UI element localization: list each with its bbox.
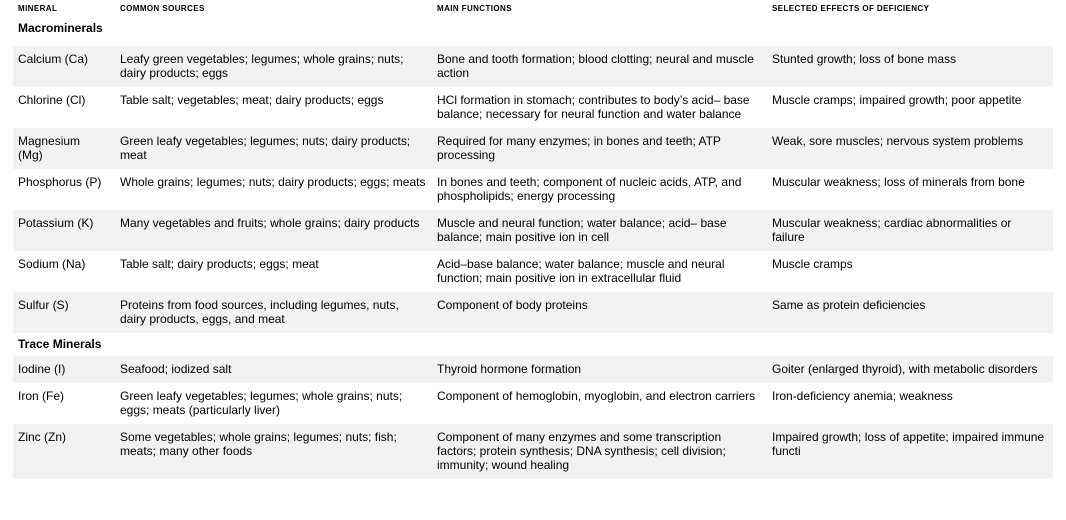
cell-deficiency: Weak, sore muscles; nervous system probl… <box>772 134 1024 148</box>
cell-sources: Seafood; iodized salt <box>120 362 232 376</box>
cell-sources: Proteins from food sources, including le… <box>120 298 399 326</box>
cell-mineral: Phosphorus (P) <box>18 175 102 189</box>
cell-mineral: Chlorine (Cl) <box>18 93 86 107</box>
cell-deficiency: Muscle cramps <box>772 257 853 271</box>
cell-deficiency: Muscle cramps; impaired growth; poor app… <box>772 93 1022 107</box>
cell-sources: Whole grains; legumes; nuts; dairy produ… <box>120 175 426 189</box>
cell-functions: Acid–base balance; water balance; muscle… <box>437 257 725 285</box>
cell-mineral: Calcium (Ca) <box>18 52 89 66</box>
cell-functions: Muscle and neural function; water balanc… <box>437 216 727 244</box>
cell-mineral: Iron (Fe) <box>18 389 65 403</box>
cell-deficiency: Muscular weakness; cardiac abnormalities… <box>772 216 1012 244</box>
table-row-sulfur: Sulfur (S) Proteins from food sources, i… <box>13 292 1053 333</box>
cell-functions: Component of hemoglobin, myoglobin, and … <box>437 389 756 403</box>
section-header-trace-minerals: Trace Minerals <box>18 337 102 351</box>
column-header-main-functions: MAIN FUNCTIONS <box>437 4 512 13</box>
table-row-calcium: Calcium (Ca) Leafy green vegetables; leg… <box>13 46 1053 87</box>
table-row-iodine: Iodine (I) Seafood; iodized salt Thyroid… <box>13 356 1053 383</box>
table-row-potassium: Potassium (K) Many vegetables and fruits… <box>13 210 1053 251</box>
cell-sources: Green leafy vegetables; legumes; whole g… <box>120 389 403 417</box>
section-header-macrominerals: Macrominerals <box>18 21 103 35</box>
column-header-common-sources: COMMON SOURCES <box>120 4 205 13</box>
table-row-chlorine: Chlorine (Cl) Table salt; vegetables; me… <box>13 87 1053 128</box>
table-row-magnesium: Magnesium (Mg) Green leafy vegetables; l… <box>13 128 1053 169</box>
column-header-mineral: MINERAL <box>18 4 58 13</box>
cell-deficiency: Muscular weakness; loss of minerals from… <box>772 175 1025 189</box>
cell-mineral: Zinc (Zn) <box>18 430 66 444</box>
minerals-table: MINERAL COMMON SOURCES MAIN FUNCTIONS SE… <box>13 0 1053 479</box>
table-row-sodium: Sodium (Na) Table salt; dairy products; … <box>13 251 1053 292</box>
cell-deficiency: Iron-deficiency anemia; weakness <box>772 389 953 403</box>
cell-mineral: Magnesium (Mg) <box>18 134 81 162</box>
table-row-zinc: Zinc (Zn) Some vegetables; whole grains;… <box>13 424 1053 479</box>
column-header-deficiency: SELECTED EFFECTS OF DEFICIENCY <box>772 4 930 13</box>
column-header-row: MINERAL COMMON SOURCES MAIN FUNCTIONS SE… <box>13 0 1053 18</box>
table-row-phosphorus: Phosphorus (P) Whole grains; legumes; nu… <box>13 169 1053 210</box>
cell-sources: Some vegetables; whole grains; legumes; … <box>120 430 397 458</box>
cell-deficiency: Goiter (enlarged thyroid), with metaboli… <box>772 362 1038 376</box>
cell-mineral: Sulfur (S) <box>18 298 69 312</box>
cell-mineral: Sodium (Na) <box>18 257 86 271</box>
cell-sources: Green leafy vegetables; legumes; nuts; d… <box>120 134 411 162</box>
cell-sources: Many vegetables and fruits; whole grains… <box>120 216 420 230</box>
cell-deficiency: Same as protein deficiencies <box>772 298 926 312</box>
cell-mineral: Potassium (K) <box>18 216 94 230</box>
cell-sources: Leafy green vegetables; legumes; whole g… <box>120 52 404 80</box>
cell-functions: Required for many enzymes; in bones and … <box>437 134 721 162</box>
cell-sources: Table salt; dairy products; eggs; meat <box>120 257 319 271</box>
cell-deficiency: Stunted growth; loss of bone mass <box>772 52 957 66</box>
cell-functions: Component of body proteins <box>437 298 588 312</box>
table-row-iron: Iron (Fe) Green leafy vegetables; legume… <box>13 383 1053 424</box>
cell-sources: Table salt; vegetables; meat; dairy prod… <box>120 93 384 107</box>
cell-functions: Thyroid hormone formation <box>437 362 582 376</box>
cell-functions: HCl formation in stomach; contributes to… <box>437 93 750 121</box>
cell-deficiency: Impaired growth; loss of appetite; impai… <box>772 430 1045 458</box>
cell-mineral: Iodine (I) <box>18 362 66 376</box>
cell-functions: Bone and tooth formation; blood clotting… <box>437 52 754 80</box>
cell-functions: In bones and teeth; component of nucleic… <box>437 175 742 203</box>
cell-functions: Component of many enzymes and some trans… <box>437 430 726 472</box>
